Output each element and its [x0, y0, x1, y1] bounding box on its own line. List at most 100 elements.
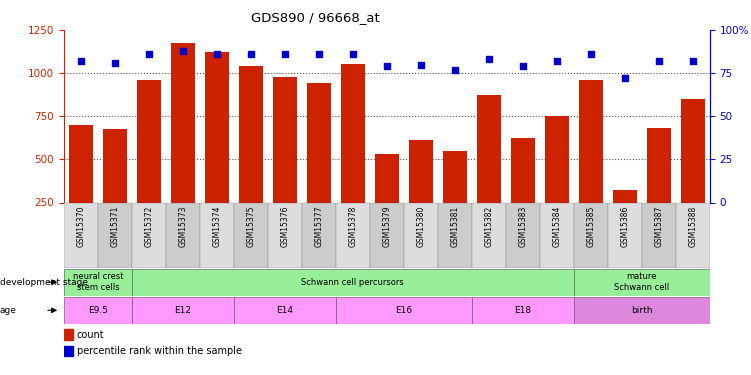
- Point: [686, 58, 698, 64]
- Point: [109, 60, 121, 66]
- Point: [312, 51, 324, 57]
- Bar: [268, 202, 302, 268]
- Bar: [239, 66, 263, 203]
- Bar: [647, 128, 671, 202]
- Text: Schwann cell percursors: Schwann cell percursors: [301, 278, 404, 286]
- Bar: [681, 99, 704, 202]
- Point: [550, 58, 562, 64]
- Bar: [64, 268, 132, 296]
- Bar: [273, 76, 297, 203]
- Bar: [132, 268, 574, 296]
- Text: GSM15373: GSM15373: [178, 206, 187, 247]
- Text: E16: E16: [395, 306, 412, 315]
- Bar: [341, 64, 365, 202]
- Bar: [98, 202, 132, 268]
- Bar: [137, 80, 161, 203]
- Text: GSM15378: GSM15378: [348, 206, 357, 247]
- Bar: [676, 202, 710, 268]
- Text: GSM15385: GSM15385: [587, 206, 596, 247]
- Bar: [404, 202, 438, 268]
- Text: GSM15370: GSM15370: [77, 206, 86, 247]
- Bar: [69, 125, 92, 202]
- Bar: [302, 202, 336, 268]
- Text: E12: E12: [174, 306, 192, 315]
- Point: [585, 51, 597, 57]
- Bar: [375, 154, 399, 203]
- Point: [279, 51, 291, 57]
- Bar: [641, 202, 676, 268]
- Point: [483, 56, 495, 62]
- Text: GSM15388: GSM15388: [688, 206, 697, 247]
- Bar: [132, 202, 166, 268]
- Bar: [505, 202, 540, 268]
- Bar: [579, 80, 602, 203]
- Bar: [200, 202, 234, 268]
- Bar: [613, 190, 637, 202]
- Text: GSM15383: GSM15383: [518, 206, 527, 247]
- Bar: [234, 202, 268, 268]
- Point: [619, 75, 631, 81]
- Bar: [438, 202, 472, 268]
- Bar: [64, 297, 132, 324]
- Bar: [574, 268, 710, 296]
- Point: [449, 67, 461, 73]
- Text: GSM15387: GSM15387: [654, 206, 663, 247]
- Text: GSM15374: GSM15374: [213, 206, 222, 247]
- Bar: [574, 297, 710, 324]
- Bar: [336, 297, 472, 324]
- Point: [381, 63, 393, 69]
- Text: GSM15376: GSM15376: [280, 206, 289, 247]
- Text: age: age: [0, 306, 17, 315]
- Text: GSM15375: GSM15375: [246, 206, 255, 247]
- Text: GSM15380: GSM15380: [416, 206, 425, 247]
- Text: count: count: [77, 330, 104, 339]
- Text: GDS890 / 96668_at: GDS890 / 96668_at: [251, 11, 380, 24]
- Text: percentile rank within the sample: percentile rank within the sample: [77, 346, 242, 356]
- Bar: [64, 202, 98, 268]
- Text: GSM15379: GSM15379: [382, 206, 391, 247]
- Bar: [234, 297, 336, 324]
- Bar: [64, 346, 74, 356]
- Bar: [336, 202, 369, 268]
- Point: [211, 51, 223, 57]
- Text: development stage: development stage: [0, 278, 88, 286]
- Bar: [472, 297, 574, 324]
- Bar: [103, 129, 127, 203]
- Text: GSM15384: GSM15384: [552, 206, 561, 247]
- Text: GSM15381: GSM15381: [451, 206, 460, 247]
- Point: [653, 58, 665, 64]
- Point: [143, 51, 155, 57]
- Bar: [409, 140, 433, 202]
- Bar: [132, 297, 234, 324]
- Point: [176, 48, 189, 54]
- Bar: [171, 43, 195, 203]
- Bar: [166, 202, 200, 268]
- Point: [415, 62, 427, 68]
- Point: [245, 51, 257, 57]
- Text: GSM15377: GSM15377: [314, 206, 323, 247]
- Bar: [477, 95, 501, 202]
- Text: birth: birth: [631, 306, 653, 315]
- Bar: [205, 53, 229, 202]
- Bar: [544, 116, 569, 202]
- Bar: [443, 151, 466, 202]
- Text: GSM15372: GSM15372: [144, 206, 153, 247]
- Point: [517, 63, 529, 69]
- Text: mature
Schwann cell: mature Schwann cell: [614, 273, 669, 292]
- Bar: [574, 202, 608, 268]
- Text: GSM15382: GSM15382: [484, 206, 493, 247]
- Text: neural crest
stem cells: neural crest stem cells: [73, 273, 123, 292]
- Text: E14: E14: [276, 306, 294, 315]
- Bar: [307, 84, 330, 203]
- Point: [347, 51, 359, 57]
- Point: [75, 58, 87, 64]
- Bar: [540, 202, 574, 268]
- Bar: [369, 202, 404, 268]
- Bar: [511, 138, 535, 202]
- Bar: [64, 330, 74, 340]
- Text: GSM15386: GSM15386: [620, 206, 629, 247]
- Text: E9.5: E9.5: [88, 306, 108, 315]
- Text: E18: E18: [514, 306, 531, 315]
- Text: GSM15371: GSM15371: [110, 206, 119, 247]
- Bar: [472, 202, 505, 268]
